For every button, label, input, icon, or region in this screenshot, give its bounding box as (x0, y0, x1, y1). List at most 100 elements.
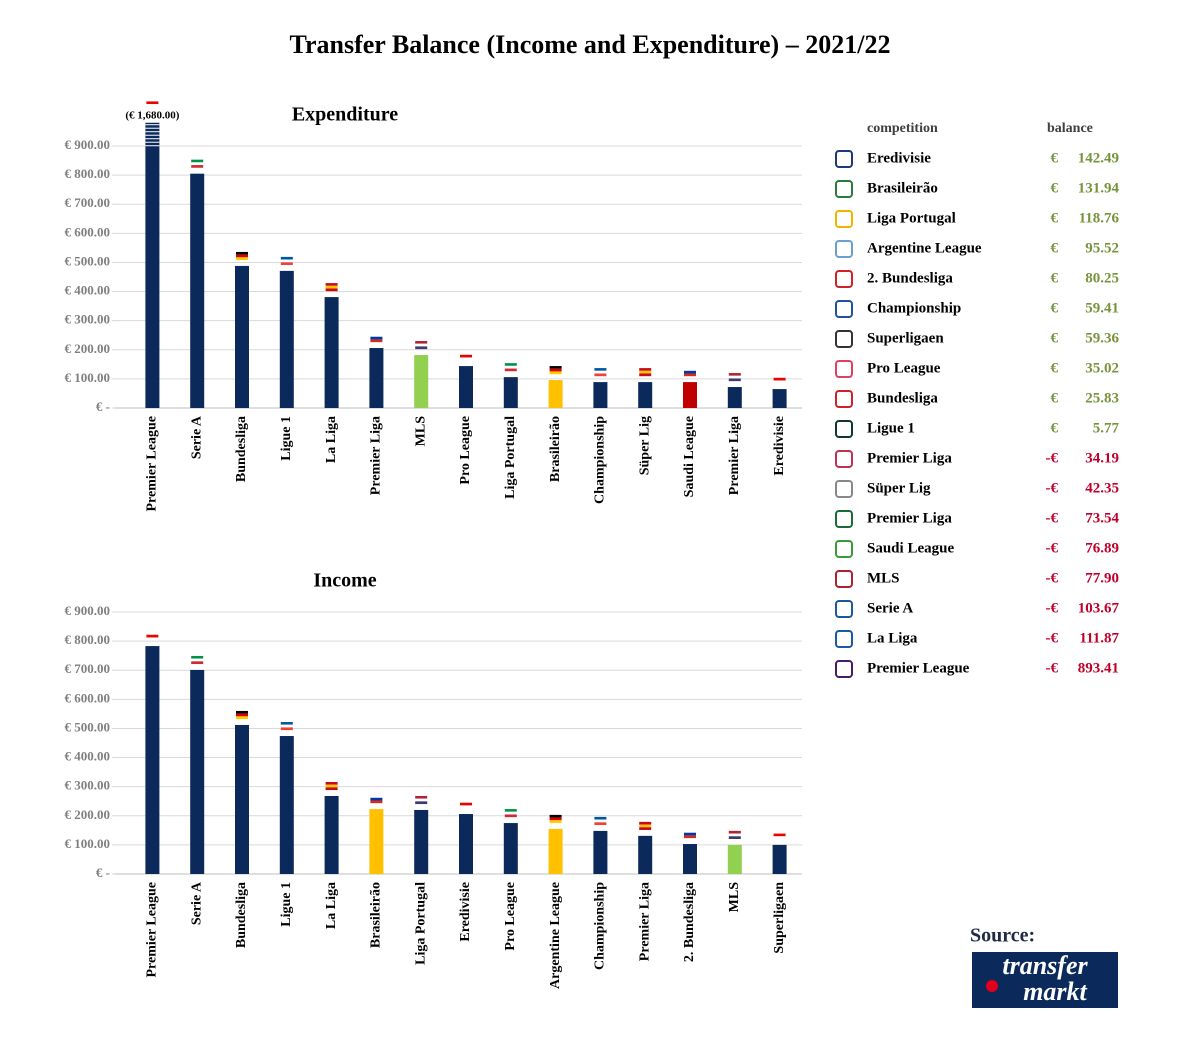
x-tick-label: Argentine League (548, 882, 563, 989)
flag (236, 710, 248, 714)
flag (504, 368, 517, 372)
league-name: Premier League (867, 660, 970, 676)
flag (773, 833, 786, 837)
flag (280, 727, 293, 731)
flag (684, 830, 696, 833)
flag (146, 632, 159, 635)
y-tick-label: € 700.00 (65, 195, 111, 210)
y-tick-label: € 400.00 (65, 283, 111, 298)
x-tick-label: Premier League (145, 882, 160, 978)
league-name: Superligaen (867, 330, 944, 346)
x-tick-label: Ligue 1 (279, 882, 294, 927)
league-name: La Liga (867, 630, 918, 646)
league-name: Championship (867, 300, 961, 316)
balance-currency: € (1051, 180, 1059, 196)
flag (325, 787, 338, 791)
flag (639, 824, 652, 828)
flag (594, 816, 607, 820)
bar (459, 814, 473, 874)
balance-amount: 59.36 (1085, 330, 1119, 346)
flag (325, 784, 338, 788)
bar (190, 669, 205, 874)
league-icon (835, 450, 853, 468)
balance-currency: € (1051, 210, 1059, 226)
bar (727, 387, 742, 408)
flag (728, 373, 741, 376)
flag (280, 722, 293, 725)
balance-amount: 103.67 (1078, 600, 1120, 616)
y-tick-label: € 300.00 (65, 312, 111, 327)
page-title: Transfer Balance (Income and Expenditure… (290, 30, 891, 59)
y-tick-label: € 600.00 (65, 690, 111, 705)
league-icon (835, 180, 853, 198)
league-icon (835, 270, 853, 288)
source-label: Source: (970, 925, 1035, 947)
x-tick-label: La Liga (324, 416, 339, 463)
league-name: Bundesliga (867, 390, 938, 406)
bar (324, 795, 339, 874)
x-tick-label: Saudi League (682, 416, 697, 497)
flag (280, 256, 293, 260)
x-tick-label: Serie A (189, 415, 204, 459)
league-icon (835, 330, 853, 348)
flag (236, 251, 248, 255)
y-tick-label: € 100.00 (65, 836, 111, 851)
x-tick-label: Brasileirão (369, 882, 384, 948)
flag (504, 811, 517, 815)
value-label: (€ 1,680.00) (125, 109, 179, 121)
balance-amount: 95.52 (1085, 240, 1119, 256)
flag (325, 283, 338, 286)
bar (324, 297, 339, 408)
league-name: Süper Lig (867, 480, 931, 496)
flag (325, 285, 338, 289)
bar (235, 265, 249, 408)
y-tick-label: € 800.00 (65, 632, 111, 647)
flag (460, 357, 472, 361)
bar (503, 823, 518, 874)
flag (236, 254, 248, 258)
bar (548, 828, 563, 874)
logo-box (972, 952, 1118, 1008)
balance-currency: -€ (1046, 570, 1059, 586)
x-tick-label: Pro League (458, 416, 473, 485)
flag (236, 716, 248, 720)
table-header: balance (1047, 121, 1093, 136)
y-tick-label: € 900.00 (65, 137, 111, 152)
flag (370, 339, 383, 343)
flag (549, 371, 562, 375)
bar (638, 382, 653, 408)
league-icon (835, 150, 853, 168)
flag (594, 822, 607, 826)
flag (728, 833, 741, 837)
league-icon (835, 300, 853, 318)
balance-currency: -€ (1046, 600, 1059, 616)
flag (370, 800, 383, 804)
flag (325, 288, 338, 292)
balance-amount: 131.94 (1078, 180, 1120, 196)
balance-amount: 77.90 (1085, 570, 1119, 586)
balance-amount: 42.35 (1085, 480, 1119, 496)
flag (728, 378, 741, 382)
bar (638, 835, 653, 874)
flag (549, 814, 562, 818)
flag (146, 634, 159, 638)
league-name: Pro League (867, 360, 941, 376)
balance-amount: 142.49 (1078, 150, 1119, 166)
y-tick-label: € 200.00 (65, 807, 111, 822)
x-tick-label: Pro League (503, 882, 518, 951)
bar (727, 844, 742, 874)
balance-amount: 893.41 (1078, 660, 1119, 676)
league-name: Premier Liga (867, 510, 952, 526)
x-tick-label: Bundesliga (234, 882, 249, 948)
x-tick-label: Premier League (145, 416, 160, 512)
league-icon (835, 420, 853, 438)
x-tick-label: La Liga (324, 882, 339, 929)
balance-amount: 118.76 (1079, 210, 1120, 226)
flag (728, 836, 741, 839)
league-name: 2. Bundesliga (867, 270, 953, 286)
balance-currency: -€ (1046, 630, 1059, 646)
flag (728, 830, 741, 834)
flag (146, 637, 159, 641)
bar (145, 646, 160, 874)
balance-currency: € (1051, 150, 1059, 166)
